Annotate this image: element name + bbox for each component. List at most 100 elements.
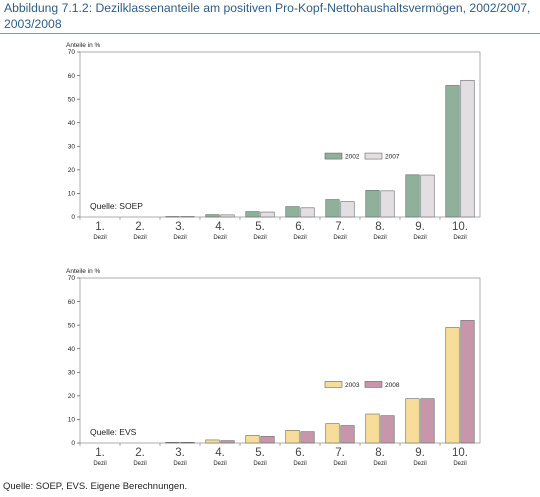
y-tick-label: 50 (68, 322, 76, 329)
y-tick-label: 30 (68, 369, 76, 376)
x-tick-sublabel: Dezil (413, 461, 426, 467)
x-tick-label: 5. (255, 221, 265, 233)
y-tick-label: 40 (68, 346, 76, 353)
x-tick-label: 3. (175, 447, 185, 459)
bar-2007-dezil-6 (300, 207, 315, 218)
x-tick-label: 3. (175, 221, 185, 233)
bar-2007-dezil-8 (380, 190, 395, 218)
y-tick-label: 50 (68, 96, 76, 103)
legend-swatch-2007 (364, 152, 383, 160)
bar-2003-dezil-3 (165, 441, 180, 444)
x-tick-sublabel: Dezil (173, 461, 186, 467)
x-tick-label: 1. (95, 221, 105, 233)
y-tick-label: 20 (68, 167, 76, 174)
source-note: Quelle: SOEP, EVS. Eigene Berechnungen. (3, 481, 188, 492)
bar-2007-dezil-9 (420, 174, 435, 218)
x-tick-sublabel: Dezil (133, 235, 146, 241)
legend-swatch-2002 (324, 152, 343, 160)
y-axis-label: Anteile in % (66, 42, 101, 49)
bar-2008-dezil-5 (260, 436, 275, 444)
bar-2002-dezil-4 (205, 214, 220, 218)
bar-2007-dezil-10 (460, 79, 475, 218)
y-tick-label: 0 (71, 440, 75, 447)
x-tick-sublabel: Dezil (293, 235, 306, 241)
bar-2003-dezil-5 (245, 435, 260, 444)
legend-label-2003: 2003 (345, 382, 360, 389)
source-annotation: Quelle: EVS (90, 427, 137, 437)
x-tick-sublabel: Dezil (213, 235, 226, 241)
x-tick-label: 2. (135, 447, 145, 459)
x-tick-label: 9. (415, 221, 425, 233)
y-tick-label: 70 (68, 275, 76, 282)
x-tick-sublabel: Dezil (293, 461, 306, 467)
chart-evs: Anteile in % 0 10 20 30 40 50 60 70 1. Dezil 2. Dezi… (66, 268, 481, 467)
y-tick-label: 20 (68, 393, 76, 400)
bar-2003-dezil-8 (365, 413, 380, 444)
bar-2008-dezil-10 (460, 320, 475, 444)
bar-2008-dezil-6 (300, 431, 315, 444)
bar-2003-dezil-9 (405, 398, 420, 444)
title-rule (0, 33, 540, 34)
x-tick-sublabel: Dezil (453, 461, 466, 467)
bar-2003-dezil-6 (285, 429, 300, 444)
x-tick-label: 9. (415, 447, 425, 459)
bar-2007-dezil-5 (260, 211, 275, 218)
x-tick-label: 8. (375, 221, 385, 233)
x-tick-label: 10. (452, 447, 468, 459)
y-tick-label: 10 (68, 417, 76, 424)
x-tick-sublabel: Dezil (93, 461, 106, 467)
y-tick-label: 40 (68, 120, 76, 127)
chart-soep: Anteile in % 0 10 20 30 40 50 60 70 1. Dezil 2. Dezi… (66, 42, 481, 241)
x-tick-label: 4. (215, 447, 225, 459)
bar-2003-dezil-10 (445, 327, 460, 444)
x-tick-label: 1. (95, 447, 105, 459)
x-tick-label: 5. (255, 447, 265, 459)
bar-2002-dezil-9 (405, 174, 420, 218)
y-tick-label: 60 (68, 299, 76, 306)
y-tick-label: 0 (71, 214, 75, 221)
legend-swatch-2008 (364, 381, 383, 388)
y-axis-label: Anteile in % (66, 268, 101, 275)
legend-label-2007: 2007 (385, 154, 400, 161)
figure-title: Abbildung 7.1.2: Dezilklassenanteile am … (4, 1, 531, 31)
legend-label-2008: 2008 (385, 382, 400, 389)
x-tick-label: 4. (215, 221, 225, 233)
x-tick-label: 6. (295, 221, 305, 233)
y-tick-label: 30 (68, 143, 76, 150)
y-tick-label: 70 (68, 49, 76, 56)
bar-2002-dezil-7 (325, 199, 340, 218)
bar-2003-dezil-4 (205, 439, 220, 444)
x-tick-sublabel: Dezil (453, 235, 466, 241)
x-tick-label: 7. (335, 221, 345, 233)
legend-swatch-2003 (324, 381, 343, 388)
x-tick-sublabel: Dezil (133, 461, 146, 467)
x-tick-sublabel: Dezil (253, 235, 266, 241)
x-tick-sublabel: Dezil (253, 461, 266, 467)
bar-2008-dezil-7 (340, 425, 355, 444)
x-tick-sublabel: Dezil (413, 235, 426, 241)
x-tick-sublabel: Dezil (373, 461, 386, 467)
x-tick-sublabel: Dezil (333, 235, 346, 241)
bar-2007-dezil-7 (340, 201, 355, 218)
x-tick-sublabel: Dezil (333, 461, 346, 467)
x-tick-sublabel: Dezil (213, 461, 226, 467)
bar-2008-dezil-9 (420, 398, 435, 444)
y-tick-label: 60 (68, 73, 76, 80)
bar-2002-dezil-8 (365, 190, 380, 218)
bar-2003-dezil-7 (325, 423, 340, 444)
y-tick-label: 10 (68, 191, 76, 198)
x-tick-label: 2. (135, 221, 145, 233)
x-tick-label: 7. (335, 447, 345, 459)
x-tick-label: 6. (295, 447, 305, 459)
x-tick-label: 10. (452, 221, 468, 233)
plot-frame (79, 277, 481, 444)
x-tick-sublabel: Dezil (93, 235, 106, 241)
x-tick-label: 8. (375, 447, 385, 459)
bar-2002-dezil-6 (285, 206, 300, 218)
legend-label-2002: 2002 (345, 154, 360, 161)
bar-2008-dezil-8 (380, 415, 395, 444)
bar-2002-dezil-10 (445, 85, 460, 218)
bar-2008-dezil-4 (220, 440, 235, 444)
x-tick-sublabel: Dezil (173, 235, 186, 241)
x-tick-sublabel: Dezil (373, 235, 386, 241)
